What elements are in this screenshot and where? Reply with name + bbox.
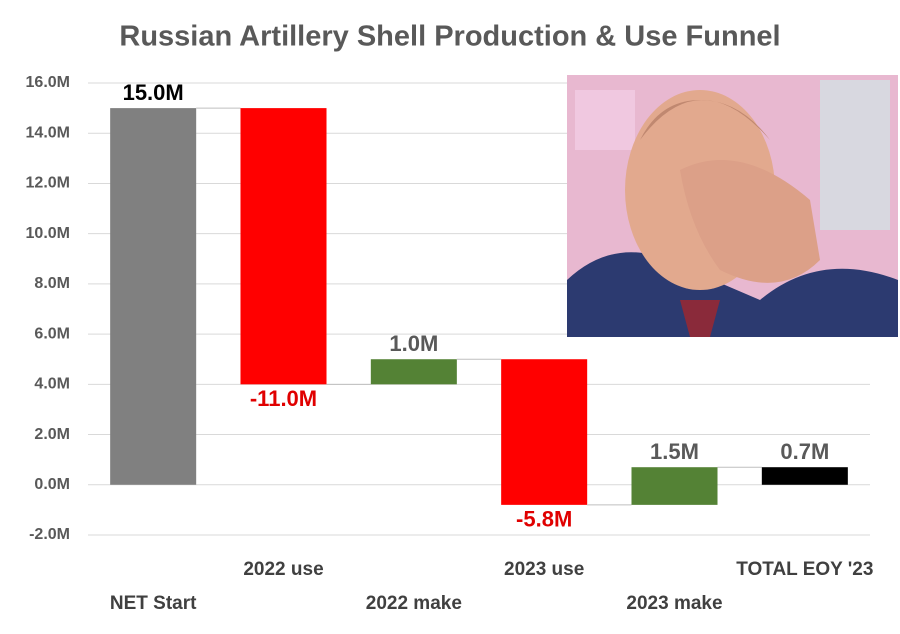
y-tick-label: 0.0M xyxy=(34,476,70,493)
bar xyxy=(501,359,588,505)
bar xyxy=(370,359,457,385)
value-label: -11.0M xyxy=(250,386,317,411)
value-label: 1.5M xyxy=(650,439,699,464)
photo xyxy=(567,75,898,337)
y-tick-label: 12.0M xyxy=(26,175,70,192)
value-label: 0.7M xyxy=(780,439,829,464)
bar xyxy=(631,467,718,505)
bar xyxy=(761,467,848,485)
y-tick-label: 10.0M xyxy=(26,225,70,242)
bar xyxy=(240,108,327,385)
x-tick-label: 2023 make xyxy=(626,593,722,614)
y-tick-label: -2.0M xyxy=(29,526,70,543)
x-tick-label: 2023 use xyxy=(504,559,584,580)
chart-title: Russian Artillery Shell Production & Use… xyxy=(119,21,780,53)
y-tick-label: 16.0M xyxy=(26,74,70,91)
value-label: 15.0M xyxy=(123,80,184,105)
x-tick-label: NET Start xyxy=(110,593,197,614)
y-tick-label: 6.0M xyxy=(34,325,70,342)
y-tick-label: 4.0M xyxy=(34,376,70,393)
x-tick-label: TOTAL EOY '23 xyxy=(736,559,873,580)
value-label: 1.0M xyxy=(389,331,438,356)
value-label: -5.8M xyxy=(516,507,572,532)
y-tick-label: 2.0M xyxy=(34,426,70,443)
x-tick-label: 2022 use xyxy=(243,559,323,580)
y-tick-label: 14.0M xyxy=(26,124,70,141)
x-tick-label: 2022 make xyxy=(366,593,462,614)
y-tick-label: 8.0M xyxy=(34,275,70,292)
bar xyxy=(110,108,197,485)
